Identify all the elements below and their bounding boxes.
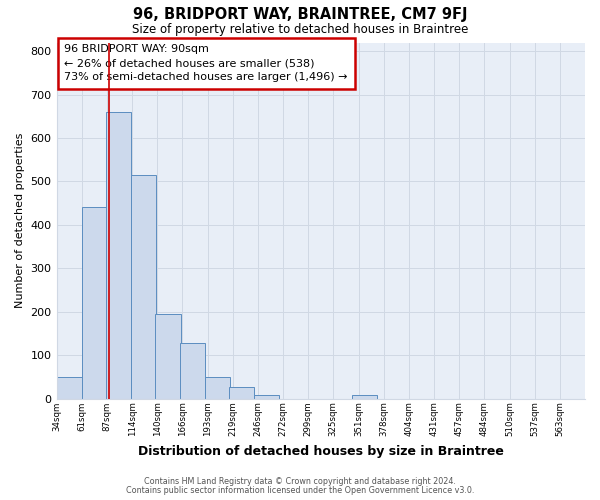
Bar bbox=[229, 387, 254, 398]
Text: Size of property relative to detached houses in Braintree: Size of property relative to detached ho… bbox=[132, 22, 468, 36]
Bar bbox=[56, 377, 82, 398]
X-axis label: Distribution of detached houses by size in Braintree: Distribution of detached houses by size … bbox=[138, 444, 504, 458]
Y-axis label: Number of detached properties: Number of detached properties bbox=[15, 133, 25, 308]
Text: 96, BRIDPORT WAY, BRAINTREE, CM7 9FJ: 96, BRIDPORT WAY, BRAINTREE, CM7 9FJ bbox=[133, 8, 467, 22]
Bar bbox=[106, 112, 131, 399]
Bar bbox=[205, 377, 230, 398]
Bar bbox=[254, 395, 279, 398]
Bar bbox=[179, 344, 205, 398]
Text: Contains public sector information licensed under the Open Government Licence v3: Contains public sector information licen… bbox=[126, 486, 474, 495]
Text: Contains HM Land Registry data © Crown copyright and database right 2024.: Contains HM Land Registry data © Crown c… bbox=[144, 477, 456, 486]
Bar bbox=[352, 395, 377, 398]
Bar bbox=[82, 208, 107, 398]
Bar bbox=[155, 314, 181, 398]
Bar bbox=[131, 175, 156, 398]
Text: 96 BRIDPORT WAY: 90sqm
← 26% of detached houses are smaller (538)
73% of semi-de: 96 BRIDPORT WAY: 90sqm ← 26% of detached… bbox=[64, 44, 348, 82]
